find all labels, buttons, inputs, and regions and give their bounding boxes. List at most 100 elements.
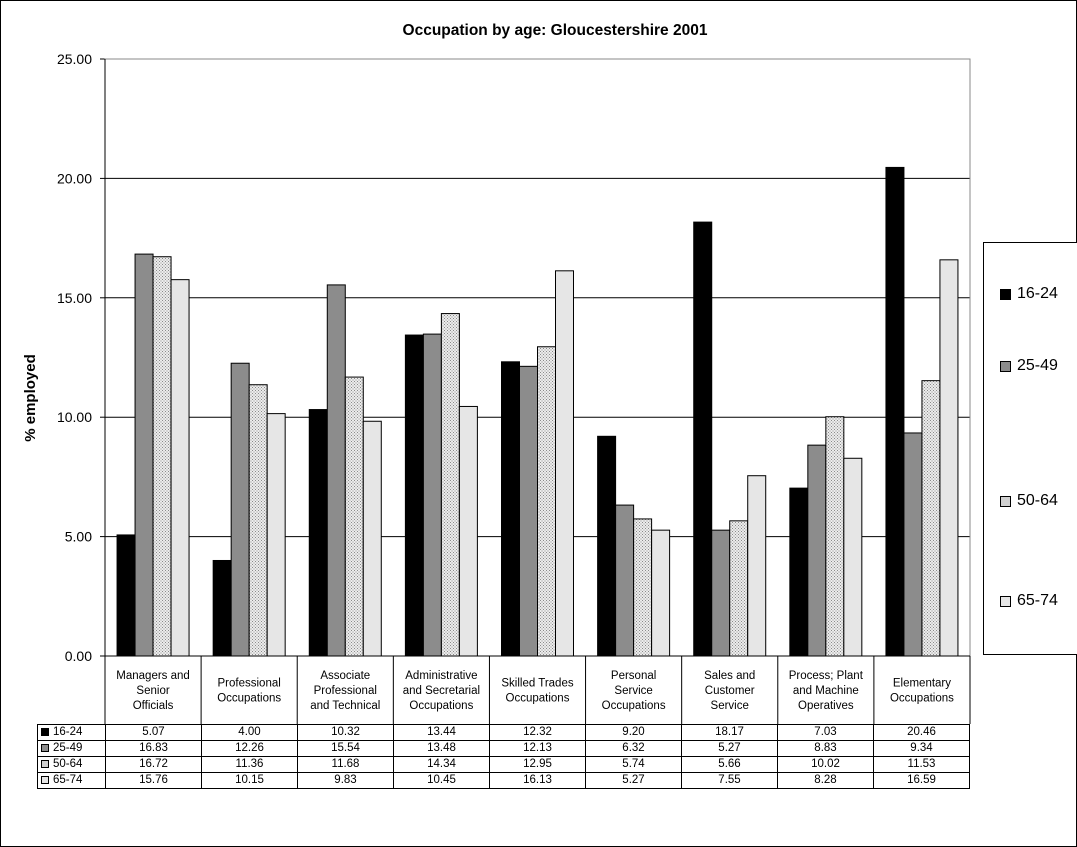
- table-cell: 11.36: [201, 756, 298, 773]
- bar-16-24-6: [597, 435, 617, 657]
- bar-16-24-3: [308, 409, 328, 657]
- table-series-name: 50-64: [53, 758, 83, 770]
- category-label-line: Service: [711, 700, 749, 712]
- table-cell: 5.66: [681, 756, 778, 773]
- bar-50-64-6: [633, 518, 653, 657]
- table-cell: 15.76: [105, 772, 202, 789]
- category-label-line: Operatives: [798, 700, 854, 712]
- table-cell: 9.20: [585, 724, 682, 741]
- legend-label: 25-49: [1017, 357, 1058, 374]
- category-label-line: Sales and: [704, 670, 755, 682]
- table-cell: 20.46: [873, 724, 970, 741]
- category-label-line: Process; Plant: [789, 670, 864, 682]
- table-cell: 6.32: [585, 740, 682, 757]
- table-cell: 12.95: [489, 756, 586, 773]
- bar-50-64-9: [921, 380, 941, 657]
- table-cell: 18.17: [681, 724, 778, 741]
- bar-16-24-8: [789, 487, 809, 657]
- category-label-line: Occupations: [217, 693, 281, 705]
- category-label-5: Skilled Trades Occupations: [501, 678, 573, 705]
- bar-25-49-8: [807, 444, 827, 657]
- legend-swatch: [1000, 495, 1011, 507]
- table-cell: 11.53: [873, 756, 970, 773]
- table-cell: 16.72: [105, 756, 202, 773]
- table-row-header: 16-24: [37, 724, 106, 741]
- category-label-2: Professional Occupations: [217, 678, 281, 705]
- category-label-line: and Machine: [793, 685, 859, 697]
- table-swatch: [41, 759, 49, 768]
- bar-65-74-2: [266, 413, 286, 657]
- y-tick-label: 20.00: [57, 170, 92, 186]
- bars: [116, 166, 959, 657]
- bar-16-24-7: [693, 221, 713, 657]
- table-swatch: [41, 743, 49, 752]
- bar-16-24-4: [404, 334, 424, 657]
- category-label-1: Managers and Senior Officials: [116, 670, 190, 712]
- category-label-line: Service: [614, 685, 652, 697]
- table-series-name: 65-74: [53, 774, 83, 786]
- table-row: 65-74 15.76 10.15 9.83 10.45 16.13 5.27 7.55 8.2…: [37, 772, 970, 789]
- table-cell: 10.32: [297, 724, 394, 741]
- table-cell: 9.34: [873, 740, 970, 757]
- chart-title: Occupation by age: Gloucestershire 2001: [403, 22, 708, 39]
- legend-swatch: [1000, 360, 1011, 372]
- table-row-header: 50-64: [37, 756, 106, 773]
- table-cell: 8.28: [777, 772, 874, 789]
- table-cell: 13.44: [393, 724, 490, 741]
- bar-25-49-1: [134, 253, 154, 657]
- bar-65-74-1: [170, 279, 190, 657]
- bar-65-74-7: [747, 475, 767, 657]
- category-label-line: Managers and: [116, 670, 190, 682]
- legend-swatch: [1000, 595, 1011, 607]
- bar-25-49-6: [615, 504, 635, 657]
- category-label-line: Associate: [320, 670, 370, 682]
- bar-65-74-3: [362, 420, 382, 657]
- bar-50-64-3: [344, 376, 364, 657]
- legend-label: 65-74: [1017, 592, 1058, 609]
- category-label-6: Personal Service Occupations: [602, 670, 666, 712]
- bar-65-74-6: [651, 529, 671, 657]
- table-cell: 14.34: [393, 756, 490, 773]
- category-label-line: Senior: [136, 685, 169, 697]
- bar-25-49-2: [230, 362, 250, 657]
- table-cell: 10.02: [777, 756, 874, 773]
- bar-16-24-9: [885, 166, 905, 657]
- category-label-line: and Technical: [310, 700, 380, 712]
- category-label-line: Occupations: [506, 693, 570, 705]
- table-row-header: 25-49: [37, 740, 106, 757]
- legend: 16-24 25-49 50-64 65-74: [983, 242, 1077, 655]
- bar-65-74-4: [458, 405, 478, 657]
- table-swatch: [41, 727, 49, 736]
- category-label-3: Associate Professional and Technical: [310, 670, 380, 712]
- legend-item-50-64: 50-64: [1000, 492, 1058, 510]
- table-cell: 13.48: [393, 740, 490, 757]
- category-label-line: Administrative: [405, 670, 477, 682]
- table-cell: 16.83: [105, 740, 202, 757]
- table-cell: 16.59: [873, 772, 970, 789]
- table-row: 50-64 16.72 11.36 11.68 14.34 12.95 5.74 5.66 10…: [37, 756, 970, 773]
- table-cell: 5.74: [585, 756, 682, 773]
- category-label-line: Professional: [314, 685, 377, 697]
- category-label-7: Sales and Customer Service: [704, 670, 755, 712]
- table-cell: 10.15: [201, 772, 298, 789]
- table-cell: 5.27: [681, 740, 778, 757]
- y-tick-label: 10.00: [57, 409, 92, 425]
- category-label-line: Customer: [705, 685, 755, 697]
- bar-50-64-1: [152, 256, 172, 657]
- table-cell: 12.13: [489, 740, 586, 757]
- category-label-line: Elementary: [893, 678, 951, 690]
- category-label-line: Occupations: [890, 693, 954, 705]
- bar-50-64-2: [248, 384, 268, 657]
- bar-16-24-5: [501, 361, 520, 657]
- bar-16-24-1: [116, 534, 136, 657]
- category-label-line: Officials: [133, 700, 174, 712]
- legend-item-16-24: 16-24: [1000, 285, 1058, 303]
- bar-50-64-5: [537, 346, 556, 657]
- table-swatch: [41, 775, 49, 784]
- y-axis-label: % employed: [22, 354, 39, 442]
- bar-50-64-7: [729, 520, 749, 657]
- y-tick-label: 0.00: [65, 648, 92, 664]
- category-label-line: Skilled Trades: [501, 678, 573, 690]
- bar-25-49-4: [422, 333, 442, 657]
- table-cell: 12.26: [201, 740, 298, 757]
